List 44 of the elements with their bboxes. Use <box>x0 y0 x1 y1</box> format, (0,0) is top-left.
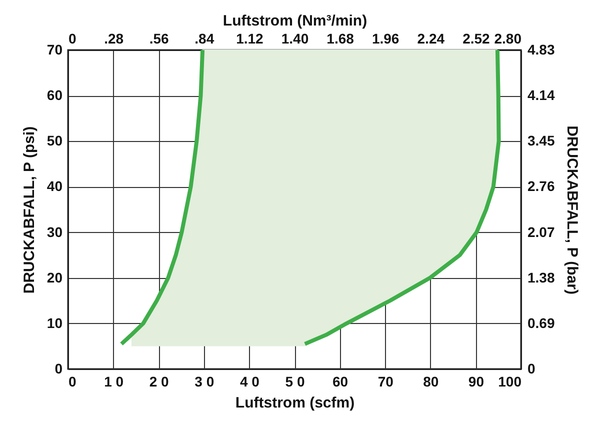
x-tick-label: 5 0 <box>285 374 305 390</box>
x-tick-label: 0 <box>68 374 76 390</box>
x2-tick-label: 1.96 <box>372 30 400 46</box>
x-tick-label: 100 <box>498 374 522 390</box>
x2-tick-label: 1.12 <box>236 30 264 46</box>
y2-tick-label: 2.07 <box>528 224 555 240</box>
x-tick-label: 4 0 <box>240 374 260 390</box>
y2-tick-label: 1.38 <box>528 269 555 286</box>
x-tick-label: 1 0 <box>104 374 124 390</box>
y-tick-label: 30 <box>46 224 63 240</box>
x2-tick-label: 2.24 <box>417 30 445 46</box>
x2-tick-label: 0 <box>68 30 76 46</box>
x-tick-label: 70 <box>378 374 394 390</box>
y-tick-label: 60 <box>46 87 63 104</box>
x-tick-label: 80 <box>423 374 439 390</box>
x-tick-label: 2 0 <box>149 374 170 390</box>
x2-tick-label: 1.68 <box>326 30 354 46</box>
x2-tick-label: .56 <box>149 30 170 46</box>
x-tick-label: 60 <box>332 374 348 390</box>
x2-tick-label: 2.80 <box>494 30 522 46</box>
x-tick-label: 90 <box>468 374 484 390</box>
x2-tick-label: 1.40 <box>281 30 309 46</box>
y-tick-label: 40 <box>46 178 63 194</box>
y-tick-label: 10 <box>46 314 63 331</box>
y-axis-title: DRUCKABFALL, P (psi) <box>20 126 38 294</box>
line-series <box>119 48 205 346</box>
x2-tick-label: 2.52 <box>462 30 490 46</box>
y2-tick-label: 3.45 <box>528 132 555 149</box>
line-series <box>302 48 501 346</box>
x2-tick-label: .84 <box>194 30 214 46</box>
y-tick-label: 0 <box>54 360 63 376</box>
x2-axis-title: Luftstrom (Nm³/min) <box>222 12 368 30</box>
y2-tick-label: 2.76 <box>528 178 555 194</box>
y-tick-label: 70 <box>46 42 63 58</box>
y2-tick-label: 4.14 <box>528 87 555 104</box>
y2-axis-title: DRUCKABFALL, P (bar) <box>564 126 581 294</box>
y-tick-label: 50 <box>46 132 63 149</box>
y-tick-label: 20 <box>46 269 63 286</box>
x2-tick-label: .28 <box>104 30 124 46</box>
x-axis-title: Luftstrom (scfm) <box>235 394 355 412</box>
x-tick-label: 3 0 <box>194 374 214 390</box>
y2-tick-label: 4.83 <box>528 42 555 58</box>
y2-tick-label: 0.69 <box>528 314 555 331</box>
y2-tick-label: 0 <box>528 360 536 376</box>
